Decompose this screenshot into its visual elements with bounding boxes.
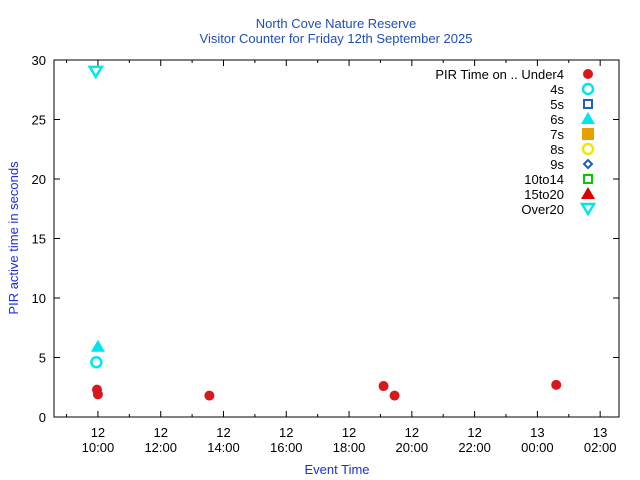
legend-marker-9s xyxy=(582,158,594,170)
axes-layer: 0510152025301210:001212:001214:001216:00… xyxy=(32,53,619,455)
legend-label: 6s xyxy=(550,112,564,127)
x-tick-day-label: 12 xyxy=(342,425,356,440)
legend-marker-8s xyxy=(581,142,595,156)
data-points-layer xyxy=(87,65,562,401)
x-tick-day-label: 12 xyxy=(467,425,481,440)
x-tick-day-label: 12 xyxy=(91,425,105,440)
y-tick-label: 30 xyxy=(32,53,46,68)
data-point-under4 xyxy=(92,389,103,400)
x-tick-time-label: 02:00 xyxy=(584,440,617,455)
legend-marker-over20 xyxy=(579,202,597,217)
data-point-6s xyxy=(90,339,105,352)
x-axis-label: Event Time xyxy=(304,462,369,477)
y-tick-label: 0 xyxy=(39,410,46,425)
plot-frame xyxy=(53,59,620,418)
chart-title: North Cove Nature Reserve xyxy=(256,16,416,31)
legend-label: 8s xyxy=(550,142,564,157)
x-tick-day-label: 13 xyxy=(530,425,544,440)
legend-label: 10to14 xyxy=(524,172,564,187)
x-tick-time-label: 18:00 xyxy=(333,440,366,455)
data-point-under4 xyxy=(389,390,400,401)
chart-subtitle: Visitor Counter for Friday 12th Septembe… xyxy=(200,31,473,46)
legend-marker-under4 xyxy=(583,69,593,79)
legend-marker-6s xyxy=(581,112,595,124)
x-tick-time-label: 20:00 xyxy=(396,440,429,455)
data-point-4s xyxy=(90,356,103,369)
x-tick-day-label: 12 xyxy=(216,425,230,440)
data-point-under4 xyxy=(378,381,389,392)
legend-label: 7s xyxy=(550,127,564,142)
legend-label: 9s xyxy=(550,157,564,172)
y-axis-label: PIR active time in seconds xyxy=(6,161,21,315)
x-tick-time-label: 16:00 xyxy=(270,440,303,455)
legend-marker-15to20 xyxy=(581,187,595,199)
x-tick-day-label: 12 xyxy=(153,425,167,440)
legend-label: 5s xyxy=(550,97,564,112)
legend-label: PIR Time on .. Under4 xyxy=(435,67,564,82)
y-tick-label: 5 xyxy=(39,351,46,366)
legend-label: Over20 xyxy=(521,202,564,217)
x-tick-time-label: 00:00 xyxy=(521,440,554,455)
legend-marker-10to14 xyxy=(583,174,593,184)
y-tick-label: 15 xyxy=(32,232,46,247)
x-tick-day-label: 12 xyxy=(405,425,419,440)
legend-marker-7s xyxy=(582,128,594,140)
y-tick-label: 10 xyxy=(32,291,46,306)
x-tick-time-label: 12:00 xyxy=(144,440,177,455)
legend-label: 4s xyxy=(550,82,564,97)
legend-marker-4s xyxy=(581,82,595,96)
data-point-under4 xyxy=(204,390,215,401)
legend: PIR Time on .. Under44s5s6s7s8s9s10to141… xyxy=(435,67,597,217)
x-tick-time-label: 14:00 xyxy=(207,440,240,455)
data-point-over20 xyxy=(87,65,104,80)
y-tick-label: 20 xyxy=(32,172,46,187)
legend-label: 15to20 xyxy=(524,187,564,202)
x-tick-day-label: 13 xyxy=(593,425,607,440)
legend-marker-5s xyxy=(583,99,593,109)
y-tick-label: 25 xyxy=(32,113,46,128)
x-tick-time-label: 22:00 xyxy=(458,440,491,455)
data-point-under4 xyxy=(551,379,562,390)
x-tick-day-label: 12 xyxy=(279,425,293,440)
x-tick-time-label: 10:00 xyxy=(82,440,115,455)
